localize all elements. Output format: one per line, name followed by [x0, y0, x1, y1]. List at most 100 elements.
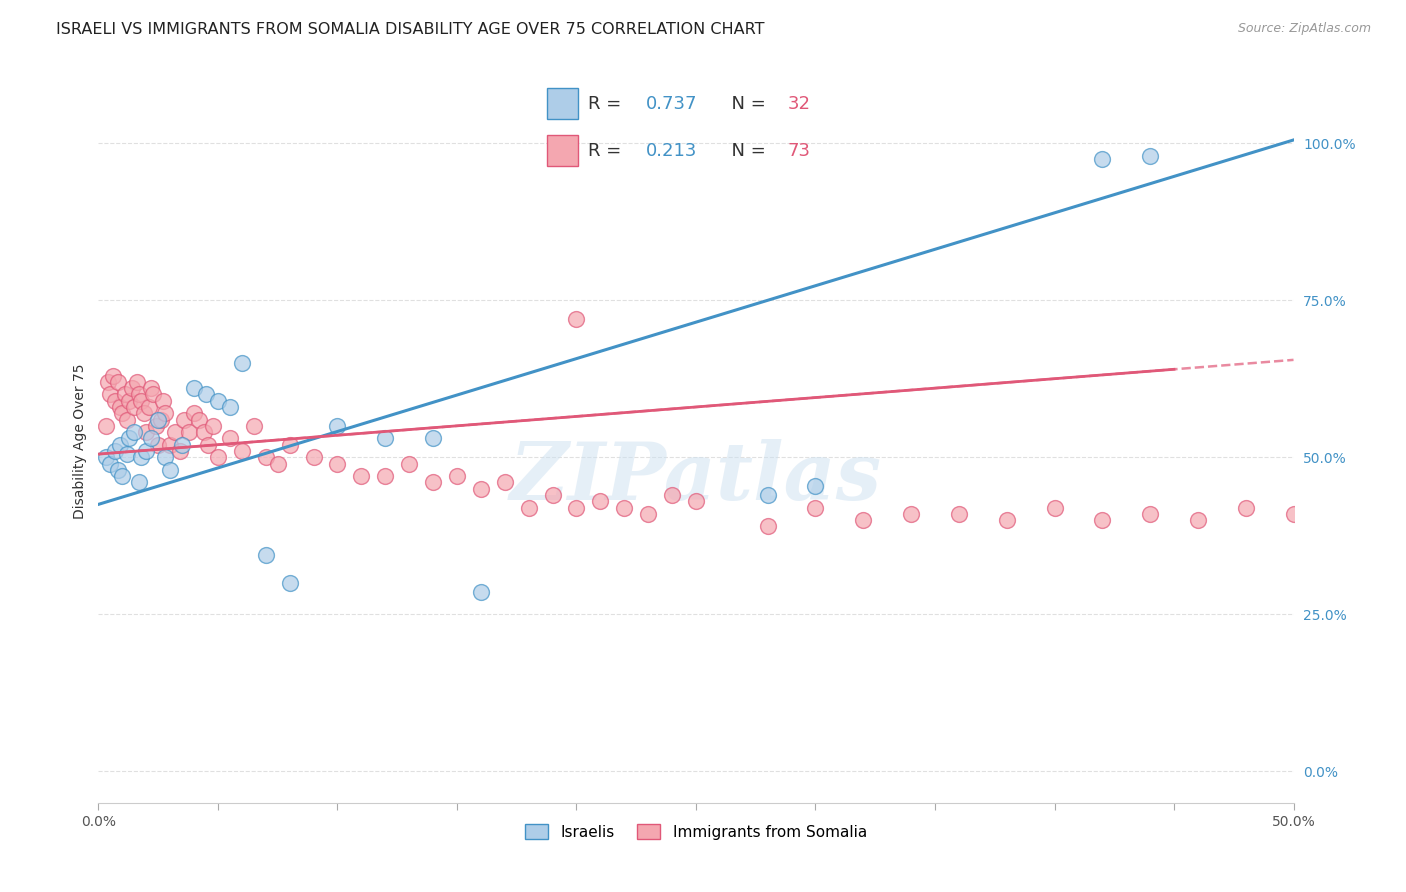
Point	[470, 585, 492, 599]
Point	[132, 406, 155, 420]
Point	[948, 507, 970, 521]
Point	[565, 500, 588, 515]
Point	[139, 381, 162, 395]
Point	[219, 431, 242, 445]
Point	[350, 469, 373, 483]
Point	[98, 387, 122, 401]
Point	[155, 450, 177, 465]
Point	[173, 412, 195, 426]
Point	[207, 450, 229, 465]
Point	[494, 475, 516, 490]
Point	[118, 431, 141, 445]
Point	[219, 400, 242, 414]
Point	[231, 356, 253, 370]
Point	[108, 438, 131, 452]
Point	[243, 418, 266, 433]
Point	[148, 438, 170, 452]
Point	[661, 488, 683, 502]
Point	[541, 488, 564, 502]
Point	[398, 457, 420, 471]
Point	[637, 507, 659, 521]
Point	[101, 368, 124, 383]
Point	[187, 412, 209, 426]
Point	[111, 469, 134, 483]
Point	[278, 575, 301, 590]
Point	[995, 513, 1018, 527]
Point	[124, 425, 146, 439]
Point	[202, 418, 225, 433]
Point	[179, 425, 201, 439]
Point	[107, 463, 129, 477]
Point	[197, 438, 219, 452]
Point	[1187, 513, 1209, 527]
Point	[183, 406, 205, 420]
Point	[422, 431, 444, 445]
Point	[128, 475, 150, 490]
FancyBboxPatch shape	[547, 88, 578, 119]
Point	[852, 513, 875, 527]
Point	[114, 387, 136, 401]
Point	[124, 400, 146, 414]
Point	[804, 478, 827, 492]
Text: R =: R =	[588, 142, 627, 160]
Point	[155, 406, 177, 420]
Point	[1091, 152, 1114, 166]
Point	[804, 500, 827, 515]
Point	[104, 393, 127, 408]
Point	[193, 425, 215, 439]
Point	[254, 548, 277, 562]
Text: R =: R =	[588, 95, 627, 112]
Point	[145, 418, 167, 433]
Point	[422, 475, 444, 490]
Point	[267, 457, 290, 471]
Point	[685, 494, 707, 508]
Point	[107, 375, 129, 389]
Point	[139, 431, 162, 445]
Point	[1282, 507, 1305, 521]
Point	[172, 438, 194, 452]
Point	[374, 431, 396, 445]
Point	[152, 393, 174, 408]
Point	[115, 412, 138, 426]
Point	[1139, 149, 1161, 163]
Text: 0.213: 0.213	[645, 142, 697, 160]
Point	[302, 450, 325, 465]
Point	[135, 444, 157, 458]
Point	[118, 393, 141, 408]
Point	[589, 494, 612, 508]
Text: Source: ZipAtlas.com: Source: ZipAtlas.com	[1237, 22, 1371, 36]
Point	[183, 381, 205, 395]
Text: N =: N =	[720, 95, 772, 112]
Point	[108, 400, 131, 414]
Point	[1139, 507, 1161, 521]
Text: 73: 73	[787, 142, 811, 160]
Point	[159, 463, 181, 477]
Point	[613, 500, 636, 515]
Point	[138, 400, 160, 414]
Text: 0.737: 0.737	[645, 95, 697, 112]
Point	[104, 444, 127, 458]
Point	[142, 387, 165, 401]
Point	[128, 387, 150, 401]
Point	[135, 425, 157, 439]
Text: ISRAELI VS IMMIGRANTS FROM SOMALIA DISABILITY AGE OVER 75 CORRELATION CHART: ISRAELI VS IMMIGRANTS FROM SOMALIA DISAB…	[56, 22, 765, 37]
Point	[207, 393, 229, 408]
Point	[446, 469, 468, 483]
Point	[756, 488, 779, 502]
Point	[517, 500, 540, 515]
Point	[98, 457, 122, 471]
Point	[254, 450, 277, 465]
Point	[1091, 513, 1114, 527]
Point	[121, 381, 143, 395]
Point	[900, 507, 922, 521]
Point	[278, 438, 301, 452]
Point	[149, 412, 172, 426]
Y-axis label: Disability Age Over 75: Disability Age Over 75	[73, 364, 87, 519]
Point	[111, 406, 134, 420]
Point	[169, 444, 191, 458]
Point	[94, 450, 117, 465]
Point	[565, 312, 588, 326]
Point	[131, 450, 153, 465]
FancyBboxPatch shape	[547, 136, 578, 166]
Point	[1234, 500, 1257, 515]
